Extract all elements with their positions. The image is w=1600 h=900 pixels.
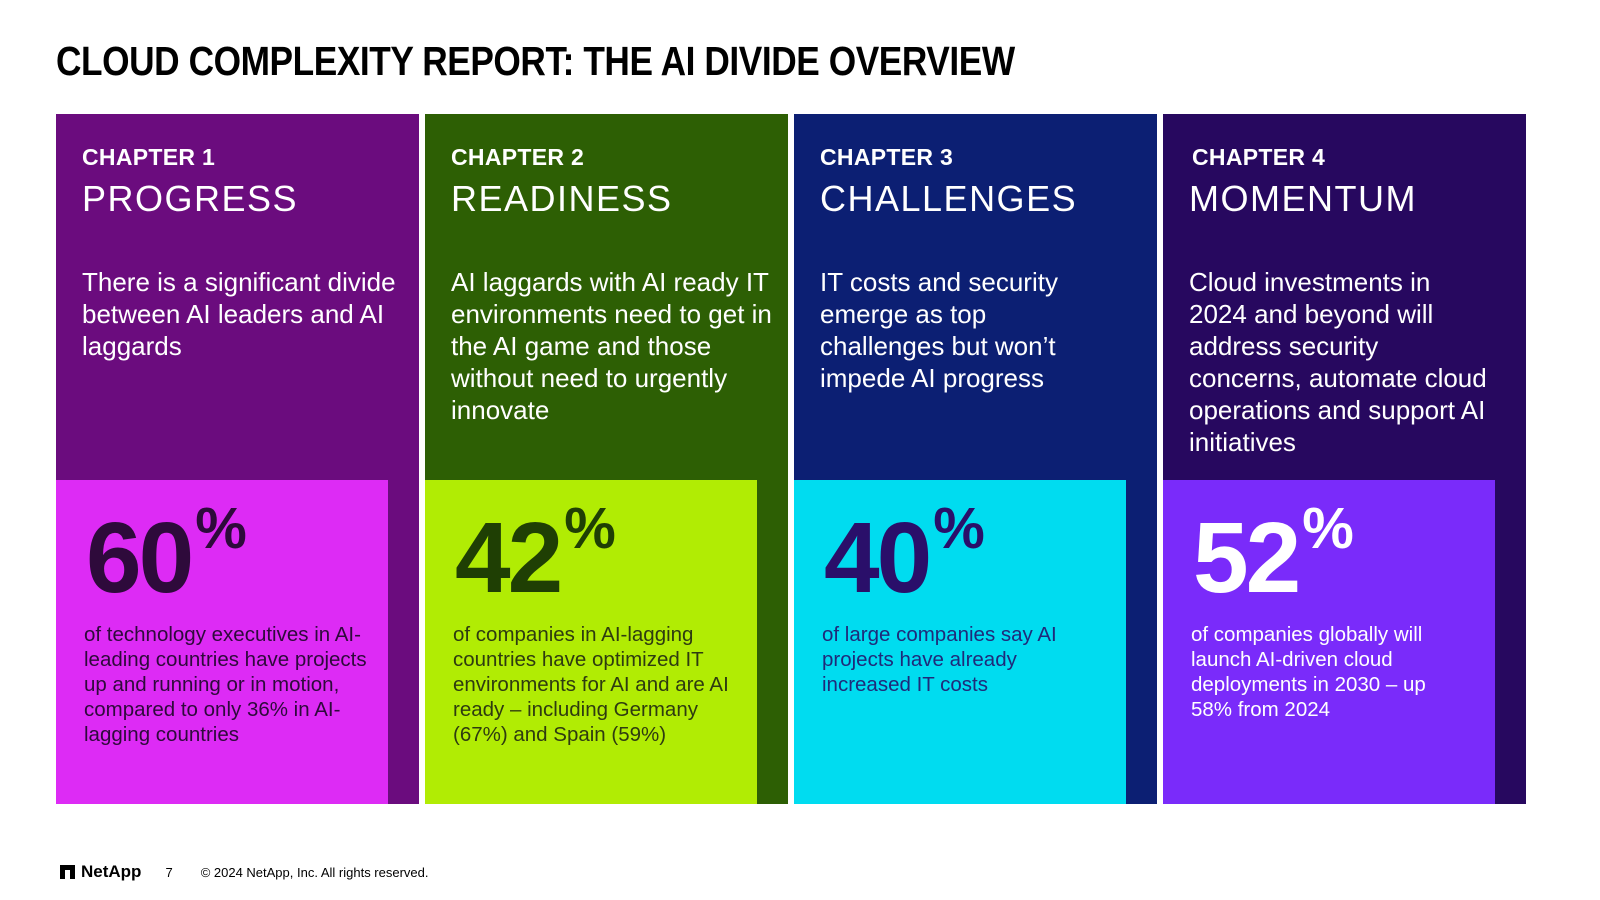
- stat-box: 60% of technology executives in AI-leadi…: [56, 480, 388, 804]
- stat-value: 40: [824, 502, 932, 614]
- stat-figure: 40%: [824, 500, 985, 609]
- chapter-label: CHAPTER 4: [1192, 144, 1326, 170]
- chapter-label: CHAPTER 3: [820, 144, 954, 170]
- stat-unit: %: [195, 496, 247, 561]
- page-title: CLOUD COMPLEXITY REPORT: THE AI DIVIDE O…: [56, 38, 1015, 84]
- stat-value: 52: [1193, 502, 1301, 614]
- chapter-1-panel: CHAPTER 1 PROGRESS There is a significan…: [56, 114, 419, 804]
- chapter-name: CHALLENGES: [820, 178, 1078, 219]
- footer: NetApp 7 © 2024 NetApp, Inc. All rights …: [60, 862, 429, 882]
- chapter-description: AI laggards with AI ready IT environment…: [451, 267, 772, 425]
- stat-figure: 52%: [1193, 500, 1354, 609]
- chapter-name: PROGRESS: [82, 178, 299, 219]
- stat-box: 42% of companies in AI-lagging countries…: [425, 480, 757, 804]
- stat-value: 42: [455, 502, 563, 614]
- stat-figure: 42%: [455, 500, 616, 609]
- chapter-name: MOMENTUM: [1189, 178, 1417, 219]
- stat-unit: %: [933, 496, 985, 561]
- copyright: © 2024 NetApp, Inc. All rights reserved.: [200, 864, 429, 880]
- chapter-3-panel: CHAPTER 3 CHALLENGES IT costs and securi…: [794, 114, 1157, 804]
- stat-unit: %: [564, 496, 616, 561]
- netapp-logo: NetApp: [60, 862, 141, 882]
- stat-text: of technology executives in AI-leading c…: [84, 623, 367, 746]
- stat-unit: %: [1302, 496, 1354, 561]
- netapp-logo-icon: [60, 865, 75, 879]
- chapter-description: IT costs and security emerge as top chal…: [820, 267, 1058, 393]
- logo-text: NetApp: [81, 862, 142, 881]
- chapter-4-panel: CHAPTER 4 MOMENTUM Cloud investments in …: [1163, 114, 1526, 804]
- chapter-label: CHAPTER 1: [82, 144, 216, 170]
- stat-box: 40% of large companies say AI projects h…: [794, 480, 1126, 804]
- chapter-label: CHAPTER 2: [451, 144, 585, 170]
- chapter-description: Cloud investments in 2024 and beyond wil…: [1189, 267, 1487, 457]
- stat-figure: 60%: [86, 500, 247, 609]
- stat-text: of large companies say AI projects have …: [822, 623, 1057, 696]
- chapter-description: There is a significant divide between AI…: [82, 267, 396, 361]
- stat-value: 60: [86, 502, 194, 614]
- stat-text: of companies globally will launch AI-dri…: [1191, 623, 1426, 721]
- chapter-name: READINESS: [451, 178, 673, 219]
- chapter-2-panel: CHAPTER 2 READINESS AI laggards with AI …: [425, 114, 788, 804]
- stat-box: 52% of companies globally will launch AI…: [1163, 480, 1495, 804]
- stat-text: of companies in AI-lagging countries hav…: [453, 623, 729, 746]
- page-number: 7: [165, 864, 173, 880]
